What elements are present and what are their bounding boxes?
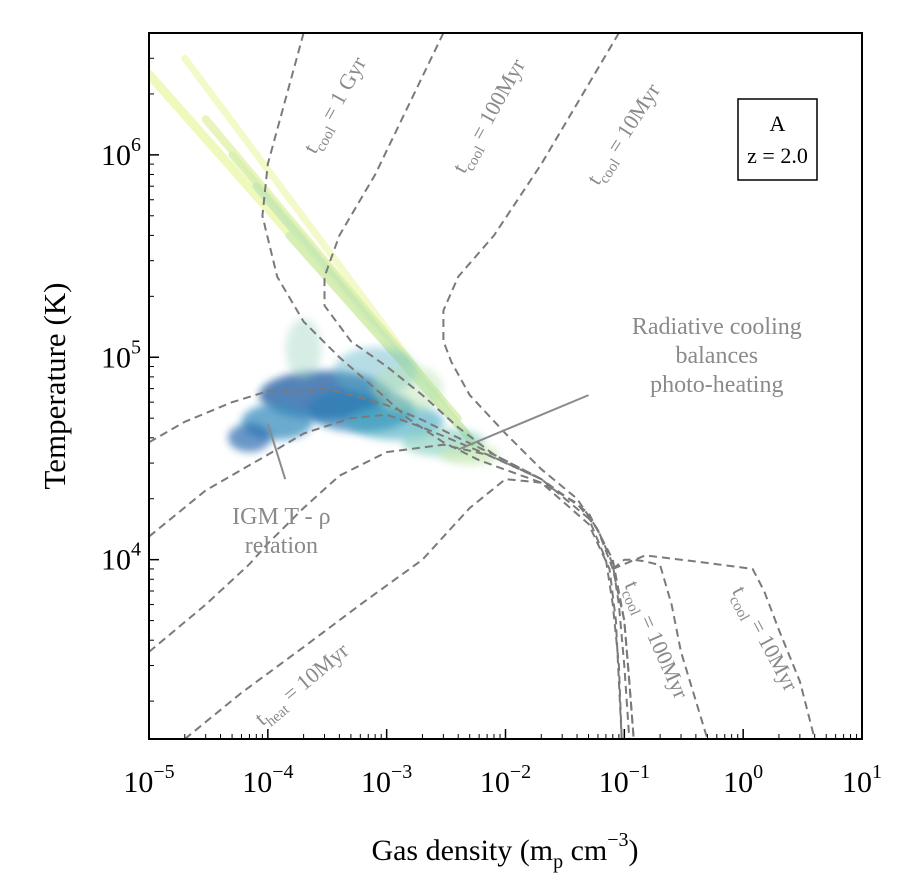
x-axis-label: Gas density (mp cm−3)	[371, 829, 638, 873]
x-tick-label: 10−2	[480, 761, 531, 799]
heatmap-cell-cluster	[228, 423, 271, 452]
annotation-pointer	[266, 423, 287, 480]
tick-layer: 10−5 10−4 10−3 10−2 10−1 100 101 104 105 106	[101, 57, 882, 799]
curve-label: tcool = 100Myr	[615, 577, 694, 705]
annotation-text: Radiative cooling	[632, 314, 802, 340]
legend-line2: z = 2.0	[747, 143, 808, 168]
curve-label: tcool = 10Myr	[581, 78, 669, 192]
heatmap-layer	[149, 54, 500, 465]
heatmap-cell-cluster	[371, 364, 444, 413]
y-tick-label: 106	[101, 134, 141, 172]
x-tick-label: 10−1	[599, 761, 650, 799]
curve-heating_branch_b	[149, 443, 635, 739]
x-tick-label: 10−4	[242, 761, 293, 799]
annotation-text: IGM T - ρ	[232, 504, 330, 530]
x-tick-label: 100	[723, 761, 763, 799]
curve-label: tcool = 1 Gyr	[298, 52, 376, 160]
x-tick-label: 101	[842, 761, 882, 799]
legend-line1: A	[770, 111, 786, 136]
curve-cool_10Myr_lower	[612, 554, 816, 739]
heatmap-streak	[181, 54, 426, 381]
curve-cool_100Myr_upper	[323, 33, 542, 480]
annotation-text: balances	[675, 343, 758, 369]
annotation-pointer	[457, 394, 589, 451]
curve-cool_1Gyr_upper	[261, 33, 623, 739]
heatmap-cell-cluster	[440, 444, 500, 465]
y-axis-label: Temperature (K)	[37, 283, 72, 490]
curve-label: tcool = 10Myr	[723, 582, 804, 698]
legend-box: A z = 2.0	[737, 98, 818, 181]
annotation-text: relation	[245, 533, 318, 559]
curve-label: theat = 10Myr	[250, 637, 357, 734]
curve-cool_10Myr_upper	[442, 33, 631, 739]
annotation-text: photo-heating	[650, 372, 783, 398]
x-tick-label: 10−3	[361, 761, 412, 799]
curve-heat_10Myr	[184, 478, 635, 739]
x-tick-label: 10−5	[123, 761, 174, 799]
y-tick-label: 105	[101, 336, 141, 374]
curve-cool_1Gyr_upper_lowside	[149, 387, 542, 480]
heatmap-streak	[285, 231, 483, 454]
curve-heating_branch_a	[149, 413, 623, 739]
curve-cool_100Myr_lower	[612, 558, 709, 739]
curve-label: tcool = 100Myr	[447, 54, 535, 180]
y-tick-label: 104	[101, 539, 141, 577]
curve-layer	[149, 33, 816, 739]
heatmap-cell-cluster	[285, 318, 322, 380]
